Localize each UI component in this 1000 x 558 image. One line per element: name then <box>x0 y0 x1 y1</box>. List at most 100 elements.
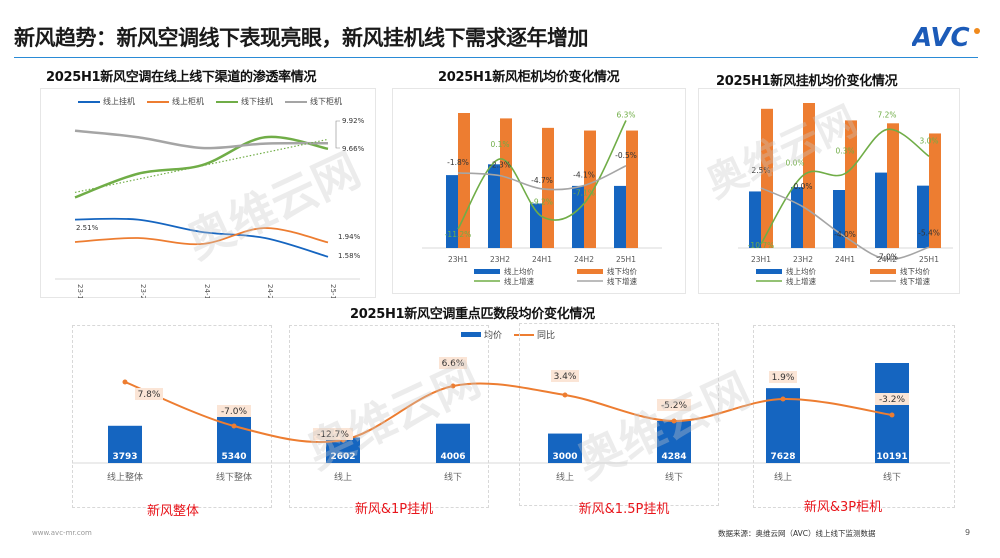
legend-label: 线下柜机 <box>310 97 342 106</box>
svg-text:-2.3%: -2.3% <box>489 161 511 170</box>
combo-chart-wall-price: 23H1 23H2 24H1 24H2 25H1-10.7%0.0%0.3%7.2%3.… <box>738 103 953 286</box>
chart-title-segment-price: 2025H1新风空调重点匹数段均价变化情况 <box>350 307 595 322</box>
svg-text:0.0%: 0.0% <box>785 159 804 168</box>
legend-swatch <box>78 100 100 103</box>
series-line <box>74 227 329 246</box>
combo-chart-cabinet-price: 23H1 23H2 24H1 24H2 25H1 -11.2% 0.1% -9.2% -7.1%… <box>422 111 662 286</box>
svg-text:-1.8%: -1.8% <box>447 158 469 167</box>
bar <box>626 130 638 248</box>
x-tick-label: 23-2 <box>139 284 147 298</box>
legend-label: 同比 <box>537 331 556 341</box>
chart-title-wall-price: 2025H1新风挂机均价变化情况 <box>716 74 898 89</box>
bar <box>929 133 941 248</box>
svg-text:-4.0%: -4.0% <box>834 230 856 239</box>
legend-swatch <box>461 332 481 337</box>
bar <box>887 123 899 248</box>
svg-text:线下增速: 线下增速 <box>607 276 637 286</box>
footer-source: 数据来源：奥维云网（AVC）线上线下监测数据 <box>718 529 876 538</box>
bar <box>572 185 584 248</box>
svg-text:23H2: 23H2 <box>490 255 510 264</box>
svg-text:-12.7%: -12.7% <box>317 430 349 440</box>
svg-text:6.3%: 6.3% <box>616 111 635 120</box>
group-label-15p-wall: 新风&1.5P挂机 <box>578 502 670 517</box>
legend-item: 线上柜机 <box>147 96 204 107</box>
bar <box>833 190 845 248</box>
svg-text:7.8%: 7.8% <box>138 390 161 400</box>
svg-text:线下: 线下 <box>665 471 683 483</box>
bar <box>548 433 582 463</box>
bar <box>458 113 470 248</box>
page-number: 9 <box>965 528 971 537</box>
chart-title-penetration: 2025H1新风空调在线上线下渠道的渗透率情况 <box>46 70 317 85</box>
svg-text:线下均价: 线下均价 <box>900 266 930 276</box>
logo-dot-icon <box>974 28 980 34</box>
x-tick-label: 24-1 <box>203 284 211 298</box>
bar <box>749 191 761 248</box>
svg-text:1.94%: 1.94% <box>338 233 361 241</box>
legend-item: 均价 <box>461 328 502 341</box>
bar <box>500 118 512 249</box>
svg-text:24H1: 24H1 <box>532 255 552 264</box>
bar <box>845 120 857 248</box>
svg-text:25H1: 25H1 <box>919 255 939 264</box>
svg-text:1.9%: 1.9% <box>772 373 795 383</box>
x-tick-label: 23-1 <box>76 284 84 298</box>
series-line <box>74 217 329 258</box>
bar <box>542 127 554 248</box>
svg-text:2.51%: 2.51% <box>76 224 99 232</box>
legend-swatch <box>147 100 169 103</box>
svg-text:23H1: 23H1 <box>448 255 468 264</box>
legend-label: 均价 <box>484 331 503 341</box>
svg-text:-7.0%: -7.0% <box>876 252 898 261</box>
svg-text:6.6%: 6.6% <box>442 359 465 369</box>
svg-text:-4.1%: -4.1% <box>573 171 595 180</box>
legend-label: 线下挂机 <box>241 97 273 106</box>
group-box-overall <box>72 325 272 508</box>
svg-text:4006: 4006 <box>440 452 465 462</box>
svg-text:线上: 线上 <box>774 471 792 483</box>
bar <box>614 185 626 248</box>
x-tick-label: 25-1 <box>329 284 337 298</box>
svg-text:-10.7%: -10.7% <box>748 241 775 250</box>
svg-text:线下: 线下 <box>444 471 462 483</box>
bar <box>657 420 691 463</box>
legend-label: 线上柜机 <box>172 97 204 106</box>
group-label-1p-wall: 新风&1P挂机 <box>354 502 434 517</box>
svg-text:1.58%: 1.58% <box>338 252 361 260</box>
bar <box>791 187 803 248</box>
svg-text:7628: 7628 <box>770 452 795 462</box>
svg-text:23H2: 23H2 <box>793 255 813 264</box>
svg-text:3000: 3000 <box>552 452 577 462</box>
logo-text: AVC <box>912 23 970 50</box>
chart-title-cabinet-price: 2025H1新风柜机均价变化情况 <box>438 70 620 85</box>
svg-text:-3.2%: -3.2% <box>879 395 906 405</box>
svg-text:0.0%: 0.0% <box>793 182 812 191</box>
svg-text:线下整体: 线下整体 <box>216 471 252 483</box>
svg-text:-9.2%: -9.2% <box>531 198 553 207</box>
svg-text:线上: 线上 <box>334 471 352 483</box>
combo-chart-segment-price: 3793 线上整体 5340 线下整体 2602 线上 4006 线下 3000 线上 4284 线下… <box>72 357 950 483</box>
svg-text:线上: 线上 <box>556 471 574 483</box>
group-label-overall: 新风整体 <box>146 504 200 519</box>
bar <box>875 172 887 248</box>
legend-penetration: 线上挂机 线上柜机 线下挂机 线下柜机 <box>78 96 342 107</box>
svg-text:线上增速: 线上增速 <box>786 276 816 286</box>
group-box-1p-wall <box>289 325 489 508</box>
series-line <box>74 129 329 150</box>
svg-text:线下均价: 线下均价 <box>607 266 637 276</box>
svg-text:-7.1%: -7.1% <box>573 189 595 198</box>
svg-text:线上增速: 线上增速 <box>504 276 534 286</box>
svg-text:线上均价: 线上均价 <box>786 266 816 276</box>
svg-text:4284: 4284 <box>661 452 686 462</box>
svg-text:25H1: 25H1 <box>616 255 636 264</box>
footer-website: www.avc-mr.com <box>32 529 92 537</box>
svg-text:-7.0%: -7.0% <box>221 407 248 417</box>
svg-text:2602: 2602 <box>330 452 355 462</box>
svg-text:24H2: 24H2 <box>574 255 594 264</box>
line-chart-penetration: 2.51% 9.92% 9.66% 1.94% 1.58% 23-1 23-2 24-1 24-… <box>55 117 365 298</box>
svg-text:线下增速: 线下增速 <box>900 276 930 286</box>
trendline <box>74 138 329 193</box>
svg-text:线上均价: 线上均价 <box>504 266 534 276</box>
svg-text:线上整体: 线上整体 <box>107 471 143 483</box>
legend-segment-price: 均价 同比 <box>461 328 555 341</box>
